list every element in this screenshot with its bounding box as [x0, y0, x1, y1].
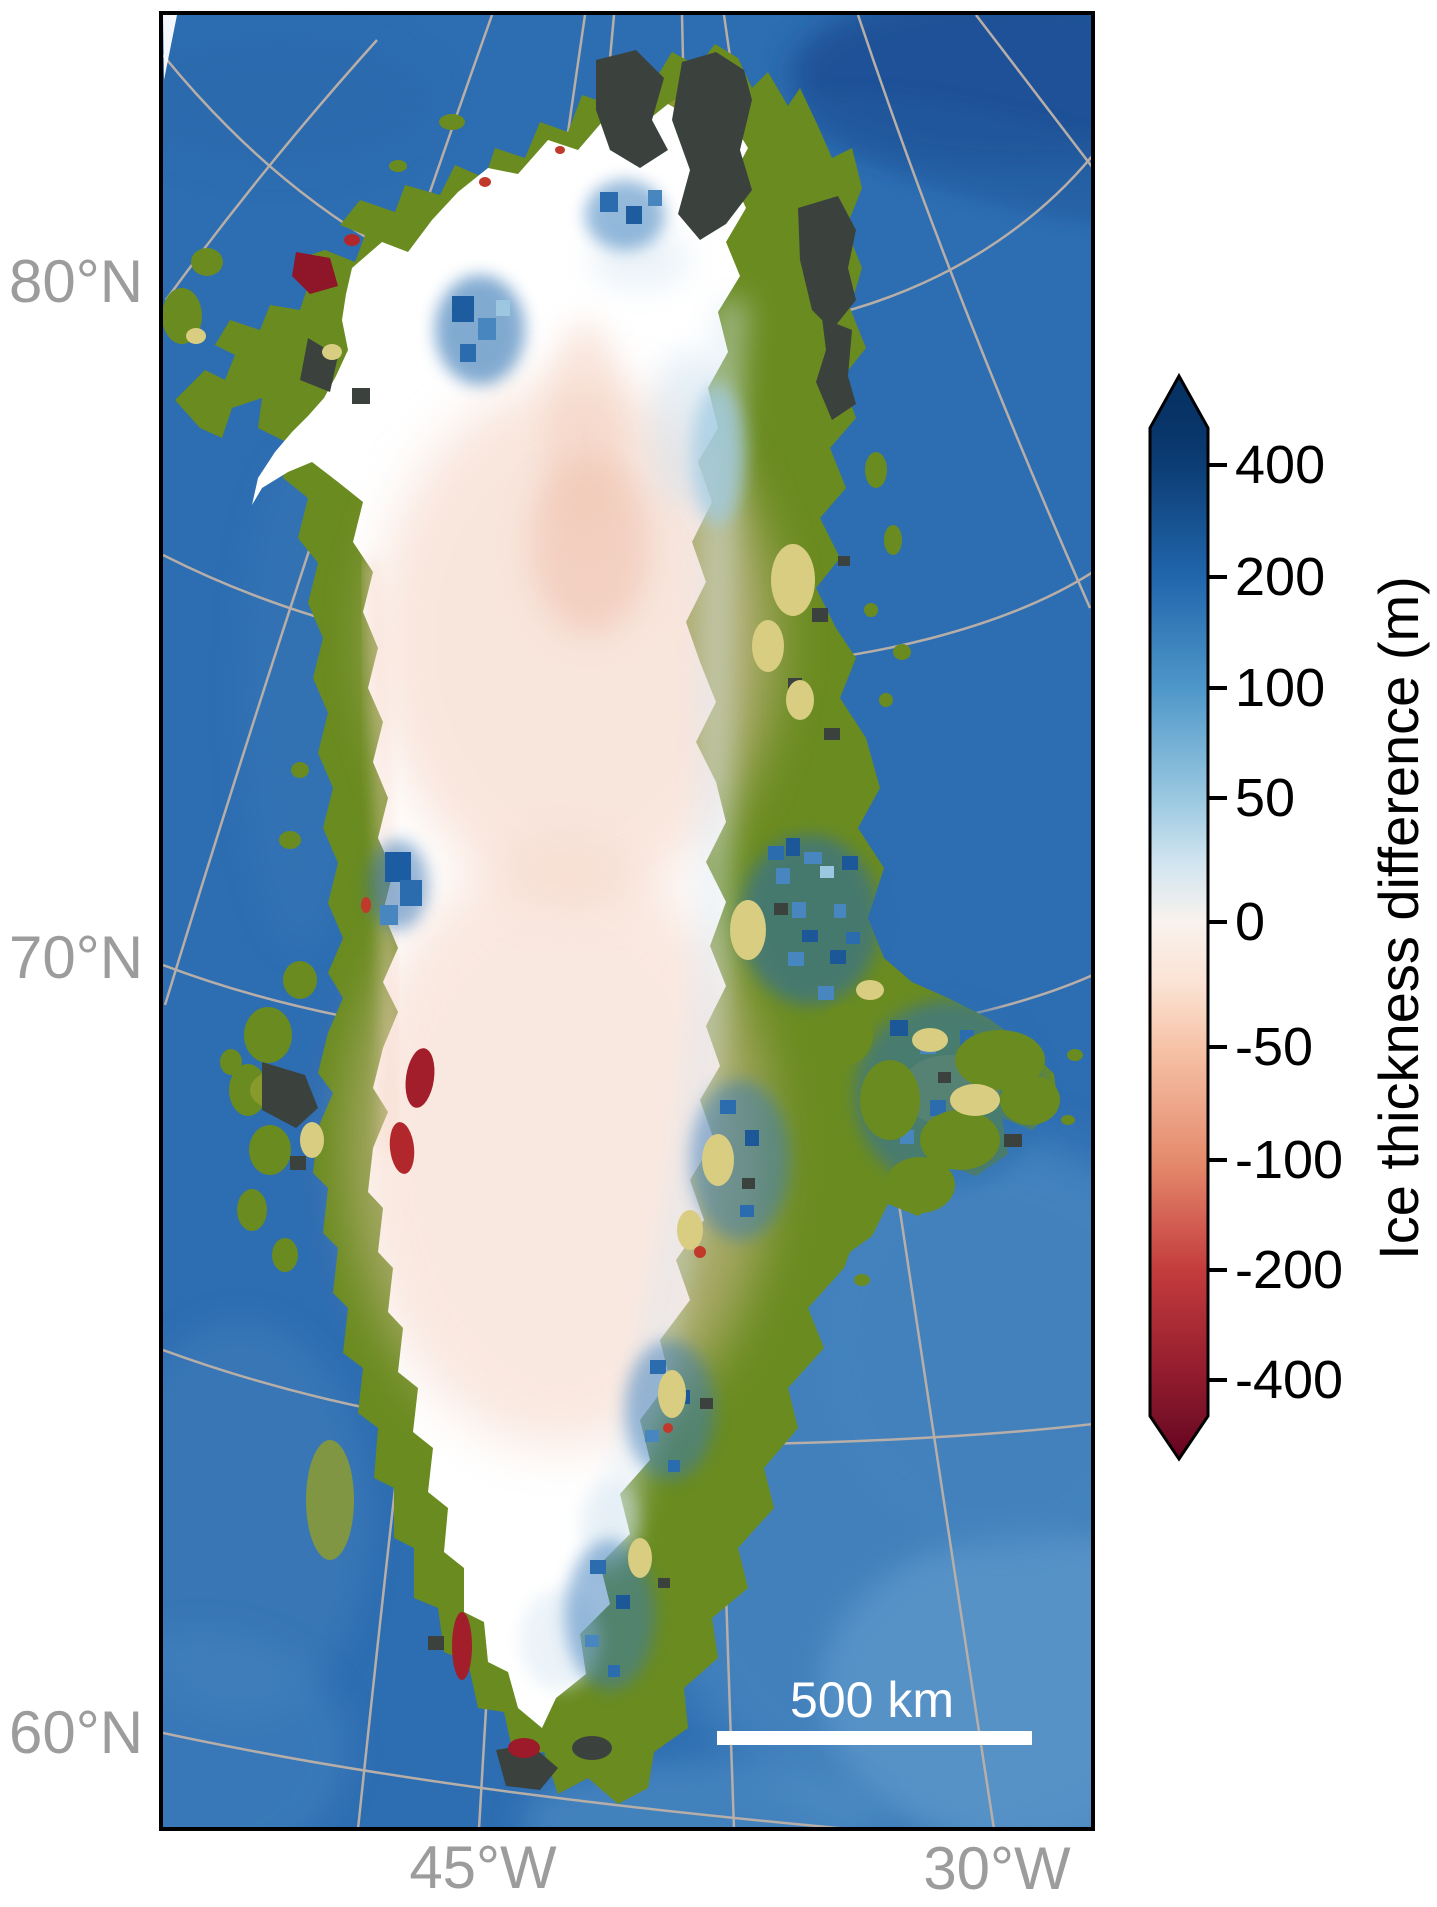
scale-bar: 500 km [717, 1672, 1032, 1745]
colorbar-tick-label-m100: -100 [1235, 1130, 1344, 1190]
colorbar-tick-label-400: 400 [1235, 435, 1326, 495]
colorbar-tick-label-m50: -50 [1235, 1017, 1314, 1077]
colorbar-tick-label-200: 200 [1235, 547, 1326, 607]
pale-terrain-patches [186, 328, 1000, 1578]
lat-label-70n: 70°N [8, 924, 144, 991]
raster-corner-gap [163, 15, 177, 80]
scale-bar-line [717, 1731, 1032, 1745]
lat-label-80n: 80°N [8, 248, 144, 315]
lon-label-30w: 30°W [923, 1835, 1071, 1902]
scale-bar-label: 500 km [790, 1672, 954, 1728]
colorbar-tick-label-0: 0 [1235, 892, 1266, 952]
colorbar-ticks [1208, 463, 1227, 1382]
colorbar-tick-label-100: 100 [1235, 658, 1326, 718]
lon-label-45w: 45°W [409, 1834, 557, 1901]
colorbar-tick-label-50: 50 [1235, 768, 1296, 828]
lat-label-60n: 60°N [8, 1699, 144, 1766]
colorbar-gradient-bar [1148, 372, 1210, 1462]
map-border [159, 11, 1095, 1831]
coastal-islands [163, 114, 1083, 1322]
east-coast-mountains [817, 1005, 1060, 1213]
colorbar-tick-label-m400: -400 [1235, 1350, 1344, 1410]
colorbar [1148, 372, 1227, 1462]
colorbar-title: Ice thickness difference (m) [1367, 576, 1430, 1260]
colorbar-tick-label-m200: -200 [1235, 1240, 1344, 1300]
bare-rock-patches [262, 50, 1022, 1790]
thinning-glacier-patches [292, 146, 706, 1758]
